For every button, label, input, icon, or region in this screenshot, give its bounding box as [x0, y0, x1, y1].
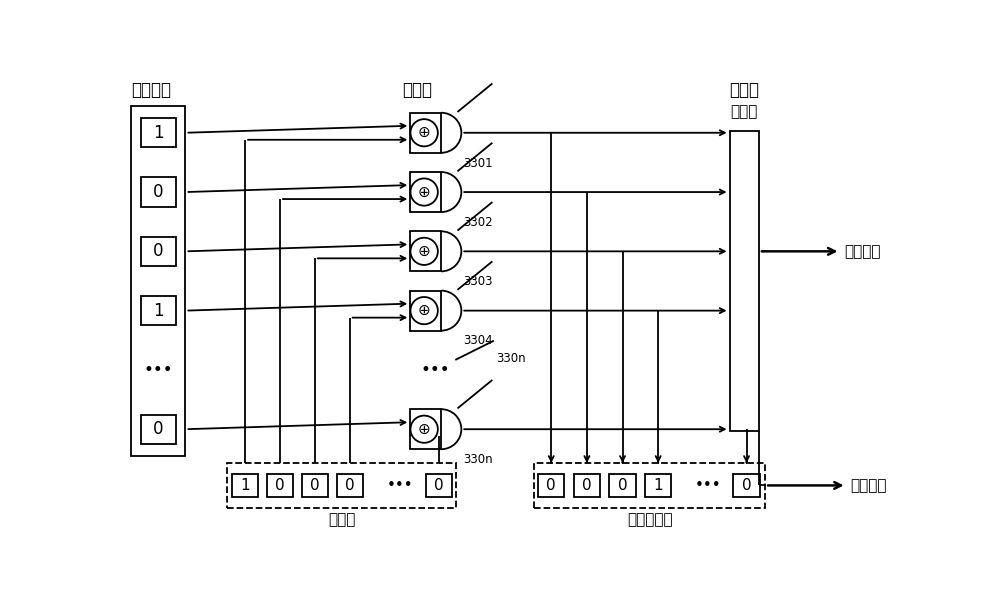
Text: 3303: 3303: [463, 275, 492, 288]
Text: $\oplus$: $\oplus$: [417, 422, 431, 436]
Text: 运算器: 运算器: [402, 81, 432, 100]
Text: 计数器: 计数器: [730, 81, 760, 100]
Bar: [730, 131, 759, 431]
Bar: [267, 474, 293, 497]
Bar: [337, 474, 363, 497]
Text: 3302: 3302: [463, 216, 493, 229]
Bar: [574, 474, 600, 497]
Bar: [140, 118, 176, 148]
Text: $\oplus$: $\oplus$: [417, 125, 431, 141]
Bar: [609, 474, 636, 497]
Circle shape: [410, 416, 438, 443]
Text: 330n: 330n: [463, 453, 493, 466]
Text: 1: 1: [153, 124, 164, 142]
Text: 1: 1: [153, 302, 164, 320]
Bar: [227, 463, 456, 508]
Bar: [140, 237, 176, 266]
Bar: [302, 474, 328, 497]
Text: 0: 0: [582, 478, 592, 493]
Text: •••: •••: [387, 478, 413, 493]
Text: 0: 0: [310, 478, 320, 493]
Bar: [410, 231, 441, 272]
Bar: [538, 474, 564, 497]
Text: 0: 0: [153, 420, 164, 438]
Text: 0: 0: [742, 478, 751, 493]
Text: •••: •••: [694, 478, 721, 493]
Bar: [140, 415, 176, 444]
Text: •••: •••: [421, 361, 451, 379]
Text: 0: 0: [434, 478, 444, 493]
Text: 0: 0: [618, 478, 627, 493]
Circle shape: [410, 297, 438, 324]
Circle shape: [410, 119, 438, 146]
Bar: [410, 172, 441, 212]
Text: $\oplus$: $\oplus$: [417, 184, 431, 200]
Text: $\oplus$: $\oplus$: [417, 244, 431, 259]
Text: 关键字项: 关键字项: [131, 81, 171, 100]
Bar: [410, 409, 441, 449]
Bar: [131, 106, 185, 456]
Text: 0: 0: [345, 478, 355, 493]
Text: 0: 0: [153, 243, 164, 260]
Text: 0: 0: [153, 183, 164, 201]
Bar: [426, 474, 452, 497]
Bar: [645, 474, 671, 497]
Bar: [232, 474, 258, 497]
Text: •••: •••: [144, 361, 173, 379]
Text: 0: 0: [275, 478, 285, 493]
Text: 0: 0: [546, 478, 556, 493]
Text: 位置输出: 位置输出: [850, 478, 887, 493]
Text: 1: 1: [653, 478, 663, 493]
Bar: [733, 474, 760, 497]
Text: 1: 1: [240, 478, 250, 493]
Bar: [534, 463, 765, 508]
Text: 3304: 3304: [463, 334, 493, 347]
Bar: [140, 177, 176, 207]
Text: 计数输出: 计数输出: [844, 244, 881, 259]
Text: 计数器: 计数器: [731, 104, 758, 119]
Circle shape: [410, 238, 438, 265]
Text: 表项行: 表项行: [328, 512, 355, 528]
Circle shape: [410, 178, 438, 206]
Bar: [410, 291, 441, 331]
Text: 位置寄存器: 位置寄存器: [627, 512, 672, 528]
Text: 330n: 330n: [496, 352, 526, 365]
Text: 3301: 3301: [463, 157, 493, 170]
Bar: [140, 296, 176, 325]
Text: $\oplus$: $\oplus$: [417, 303, 431, 318]
Bar: [410, 113, 441, 153]
